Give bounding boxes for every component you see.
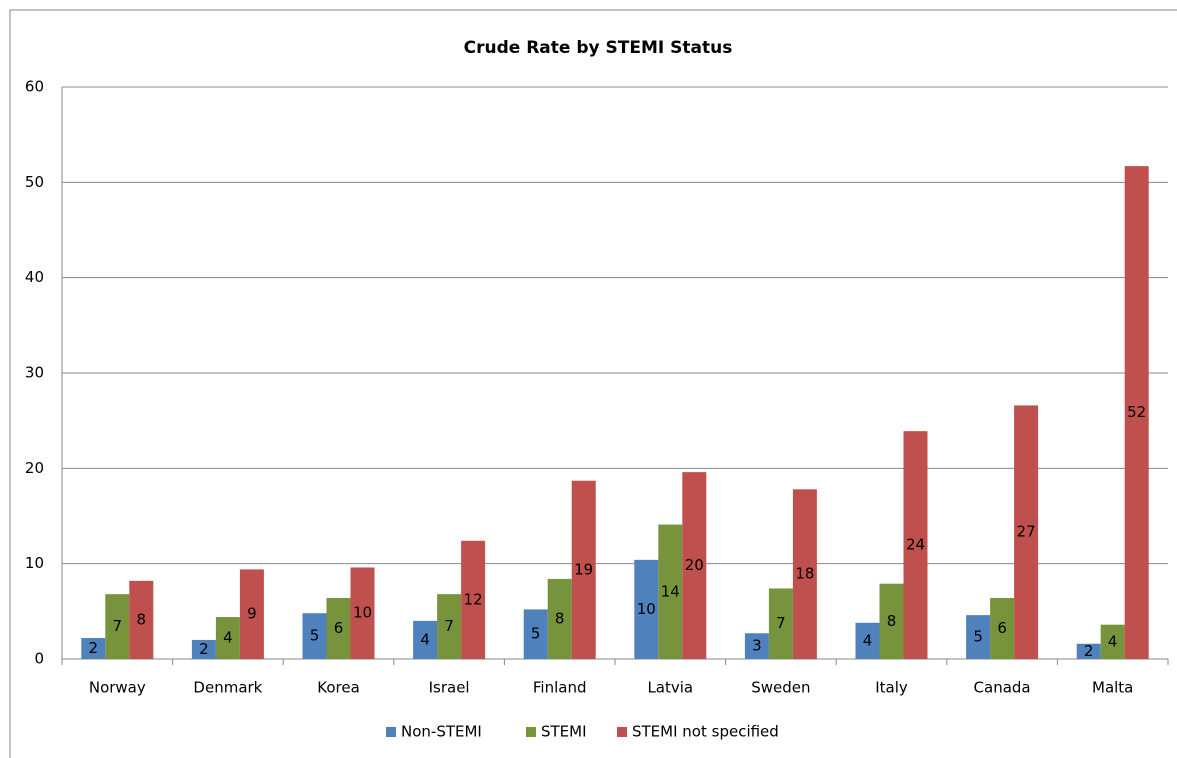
bar [658, 524, 683, 659]
data-label: 6 [334, 619, 344, 637]
x-tick-label: Denmark [193, 679, 262, 697]
data-label: 18 [795, 565, 814, 583]
data-label: 4 [420, 630, 430, 648]
data-label: 10 [353, 604, 372, 622]
bar [461, 540, 486, 659]
legend-label: Non-STEMI [401, 723, 482, 741]
data-label: 24 [906, 536, 925, 554]
legend-swatch [386, 727, 396, 737]
chart-title: Crude Rate by STEMI Status [464, 38, 733, 58]
x-tick-label: Norway [89, 679, 146, 697]
bar [326, 597, 351, 659]
y-tick-label: 50 [25, 173, 44, 191]
y-tick-label: 10 [25, 554, 44, 572]
bar [413, 620, 438, 659]
legend-label: STEMI [541, 723, 587, 741]
bar [855, 622, 880, 659]
y-tick-label: 30 [25, 364, 44, 382]
data-label: 27 [1017, 523, 1036, 541]
x-tick-label: Latvia [647, 679, 693, 697]
bar [768, 588, 793, 659]
data-label: 4 [863, 631, 873, 649]
bar [990, 597, 1015, 659]
legend-swatch [526, 727, 536, 737]
data-label: 7 [776, 614, 786, 632]
bar [571, 480, 596, 659]
bar [1014, 405, 1039, 659]
bar [682, 472, 707, 659]
data-label: 7 [444, 617, 454, 635]
x-tick-label: Italy [875, 679, 908, 697]
bar [547, 578, 572, 659]
legend-swatch [617, 727, 627, 737]
data-label: 4 [223, 629, 233, 647]
data-label: 14 [661, 582, 680, 600]
bar [215, 617, 240, 659]
bar [1076, 643, 1101, 659]
bar [792, 489, 817, 659]
x-tick-label: Sweden [751, 679, 810, 697]
data-label: 52 [1127, 403, 1146, 421]
legend-label: STEMI not specified [632, 723, 779, 741]
data-label: 3 [752, 637, 762, 655]
data-label: 20 [685, 556, 704, 574]
data-label: 6 [997, 619, 1007, 637]
data-label: 10 [637, 600, 656, 618]
x-tick-label: Korea [317, 679, 360, 697]
data-label: 12 [464, 590, 483, 608]
bar [239, 569, 264, 659]
x-tick-label: Israel [429, 679, 470, 697]
data-label: 9 [247, 605, 257, 623]
bar [350, 567, 375, 659]
data-label: 2 [1084, 642, 1094, 660]
y-tick-label: 20 [25, 459, 44, 477]
bar [903, 431, 928, 659]
data-label: 8 [887, 612, 897, 630]
bar [191, 639, 216, 659]
y-tick-label: 40 [25, 268, 44, 286]
x-tick-label: Finland [533, 679, 587, 697]
data-label: 5 [973, 628, 983, 646]
bar [523, 609, 548, 659]
data-label: 2 [199, 640, 209, 658]
bar [437, 594, 462, 659]
data-label: 19 [574, 560, 593, 578]
y-tick-label: 60 [25, 78, 44, 96]
data-label: 8 [137, 610, 147, 628]
data-label: 7 [113, 617, 123, 635]
bar [879, 583, 904, 659]
x-tick-label: Malta [1092, 679, 1133, 697]
data-label: 5 [310, 627, 320, 645]
data-label: 2 [89, 639, 99, 657]
chart-frame [9, 9, 1177, 758]
bar [1100, 624, 1125, 659]
y-tick-label: 0 [34, 650, 44, 668]
bar [966, 615, 991, 659]
bar [744, 633, 769, 659]
bar [634, 559, 659, 659]
bar [302, 613, 327, 659]
data-label: 4 [1108, 632, 1118, 650]
bar [129, 580, 154, 659]
bar [105, 594, 130, 659]
bar [81, 638, 106, 659]
data-label: 5 [531, 625, 541, 643]
x-tick-label: Canada [974, 679, 1031, 697]
bar [1124, 166, 1149, 660]
data-label: 8 [555, 609, 565, 627]
